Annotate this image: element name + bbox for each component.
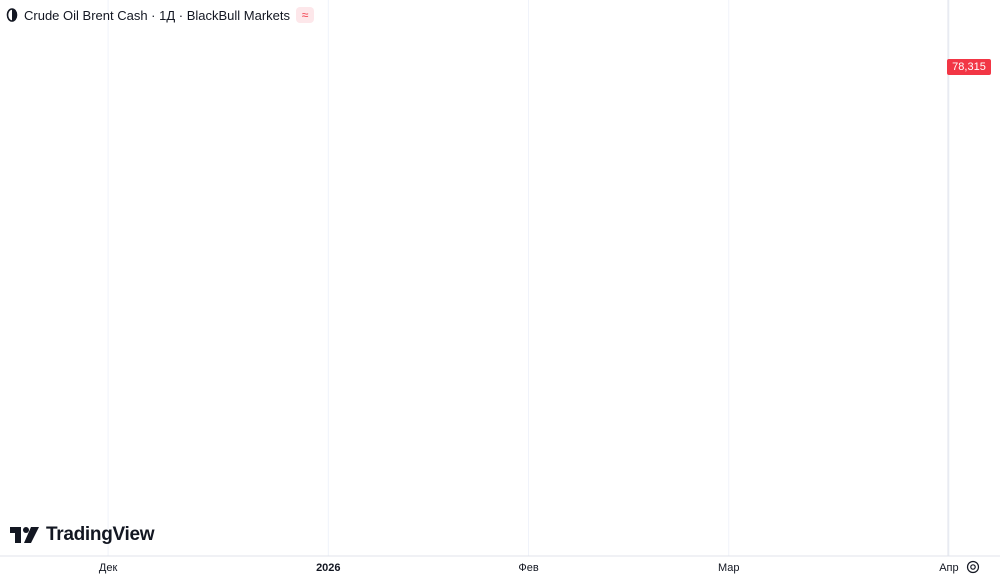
chart-header: Crude Oil Brent Cash · 1Д · BlackBull Ma… [6, 5, 314, 25]
last-price-tag: 78,315 [947, 59, 991, 75]
x-axis-label: Фев [518, 562, 538, 574]
tradingview-logo[interactable]: TradingView [10, 524, 155, 546]
x-axis-label: 2026 [316, 562, 340, 574]
gear-icon[interactable] [966, 560, 980, 574]
x-axis-label: Дек [99, 562, 118, 574]
logo-text: TradingView [46, 524, 155, 545]
tradingview-logo-icon [10, 527, 39, 543]
x-axis-label: Мар [718, 562, 740, 574]
x-axis-label: Апр [939, 562, 958, 574]
wave-icon[interactable]: ≈ [296, 7, 314, 23]
chart-title: Crude Oil Brent Cash · 1Д · BlackBull Ma… [24, 7, 290, 23]
session-circle-icon [6, 7, 18, 23]
